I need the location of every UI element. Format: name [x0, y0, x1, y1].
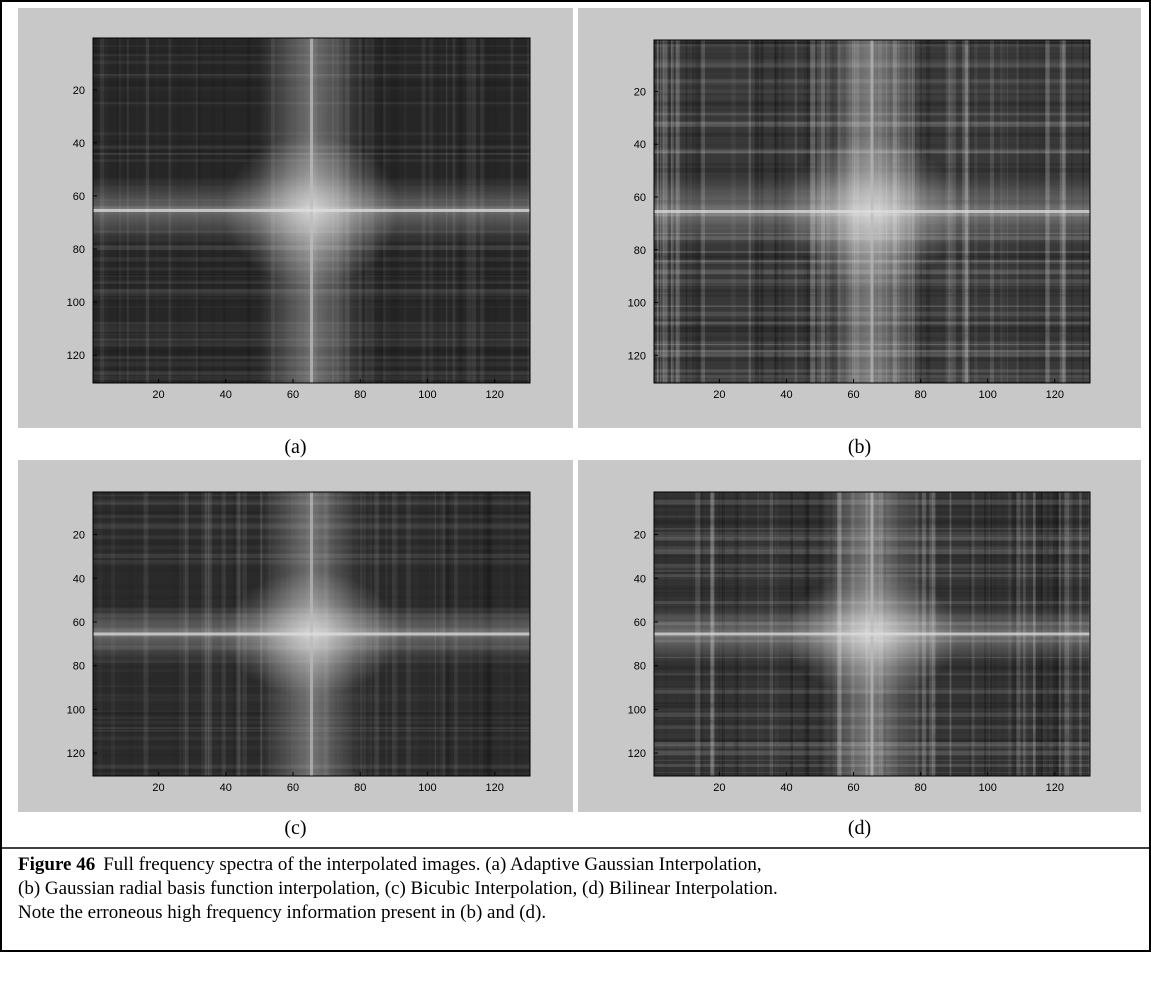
y-tick-label: 100 — [67, 704, 85, 716]
x-tick-label: 20 — [713, 389, 725, 401]
x-tick-label: 40 — [780, 782, 792, 794]
y-tick-label: 60 — [73, 617, 85, 629]
x-tick-label: 80 — [915, 782, 927, 794]
y-tick-label: 100 — [628, 704, 646, 716]
x-tick-label: 40 — [220, 389, 232, 401]
x-tick-label: 100 — [979, 389, 997, 401]
center-line — [654, 632, 1090, 636]
x-tick-label: 60 — [287, 389, 299, 401]
y-tick-label: 40 — [634, 573, 646, 585]
panel-label: (b) — [848, 436, 871, 458]
y-tick-label: 80 — [634, 245, 646, 257]
x-tick-label: 100 — [418, 389, 436, 401]
x-tick-label: 80 — [915, 389, 927, 401]
caption-label: Figure 46 — [18, 854, 95, 875]
caption-line: (b) Gaussian radial basis function inter… — [18, 878, 778, 899]
y-tick-label: 120 — [67, 350, 85, 362]
y-tick-label: 80 — [73, 661, 85, 673]
y-tick-label: 40 — [73, 138, 85, 150]
y-tick-label: 120 — [67, 748, 85, 760]
x-tick-label: 20 — [713, 782, 725, 794]
panel-label: (c) — [284, 817, 306, 839]
x-tick-label: 40 — [780, 389, 792, 401]
y-tick-label: 80 — [634, 661, 646, 673]
spectrum-image — [654, 40, 1090, 383]
x-tick-label: 120 — [486, 782, 504, 794]
panel-label: (a) — [284, 436, 306, 458]
y-tick-label: 20 — [634, 530, 646, 542]
x-tick-label: 20 — [152, 389, 164, 401]
x-tick-label: 60 — [847, 782, 859, 794]
y-tick-label: 100 — [628, 298, 646, 310]
y-tick-label: 40 — [73, 573, 85, 585]
caption-line: Note the erroneous high frequency inform… — [18, 902, 546, 923]
y-tick-label: 100 — [67, 297, 85, 309]
y-tick-label: 40 — [634, 139, 646, 151]
spectrum-image — [93, 492, 530, 776]
x-tick-label: 80 — [354, 389, 366, 401]
y-tick-label: 120 — [628, 748, 646, 760]
frame — [0, 0, 1151, 952]
y-tick-label: 20 — [634, 86, 646, 98]
y-tick-label: 120 — [628, 350, 646, 362]
center-line — [654, 210, 1090, 213]
x-tick-label: 120 — [486, 389, 504, 401]
plot-frame — [653, 39, 1091, 384]
x-tick-label: 100 — [418, 782, 436, 794]
x-tick-label: 60 — [847, 389, 859, 401]
spectrum-image — [654, 492, 1090, 776]
x-tick-label: 120 — [1046, 782, 1064, 794]
y-tick-label: 60 — [73, 191, 85, 203]
caption-text: Full frequency spectra of the interpolat… — [103, 854, 761, 875]
caption-line: Figure 46 Full frequency spectra of the i… — [18, 854, 762, 875]
y-tick-label: 80 — [73, 244, 85, 256]
panel-label: (d) — [848, 817, 871, 839]
y-tick-label: 60 — [634, 192, 646, 204]
x-tick-label: 40 — [220, 782, 232, 794]
x-tick-label: 80 — [354, 782, 366, 794]
spectrum-image — [93, 38, 530, 383]
y-tick-label: 60 — [634, 617, 646, 629]
plot-frame — [92, 37, 531, 384]
plot-frame — [92, 491, 531, 777]
x-tick-label: 20 — [152, 782, 164, 794]
center-line — [93, 632, 530, 636]
y-tick-label: 20 — [73, 85, 85, 97]
x-tick-label: 100 — [979, 782, 997, 794]
plot-frame — [653, 491, 1091, 777]
x-tick-label: 120 — [1046, 389, 1064, 401]
x-tick-label: 60 — [287, 782, 299, 794]
y-tick-label: 20 — [73, 530, 85, 542]
center-line — [93, 209, 530, 212]
